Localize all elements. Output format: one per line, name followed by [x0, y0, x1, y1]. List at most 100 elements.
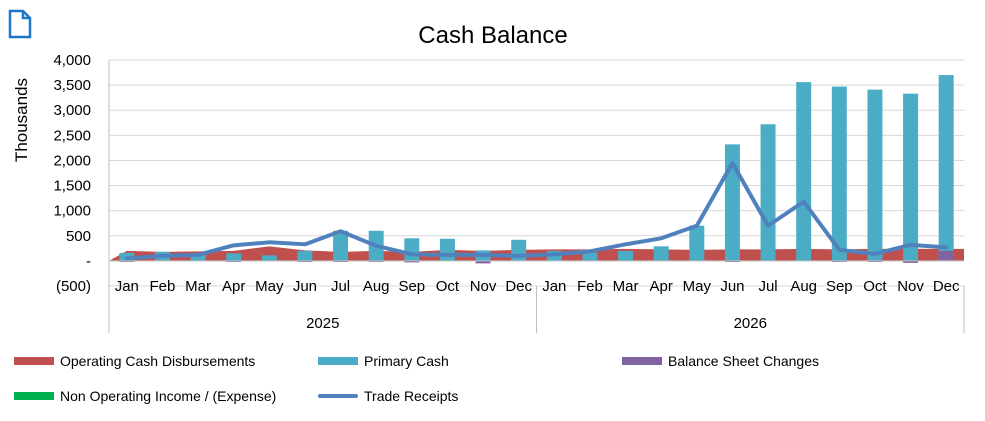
point-trade-receipts: [482, 254, 484, 256]
x-tick-label: Jun: [720, 278, 744, 295]
point-trade-receipts: [375, 245, 377, 247]
point-trade-receipts: [696, 225, 698, 227]
bar-primary-cash: [261, 255, 277, 261]
point-trade-receipts: [518, 255, 520, 257]
x-tick-label: Feb: [577, 278, 603, 295]
bar-balance-sheet-changes: [938, 250, 954, 261]
bar-balance-sheet-changes: [119, 260, 135, 262]
legend-item: Primary Cash: [318, 353, 449, 369]
point-trade-receipts: [411, 253, 413, 255]
legend-label: Primary Cash: [364, 353, 449, 369]
point-trade-receipts: [197, 254, 199, 256]
bar-primary-cash: [439, 238, 455, 261]
x-tick-label: Nov: [470, 278, 497, 295]
bar-balance-sheet-changes: [867, 260, 883, 262]
bar-balance-sheet-changes: [475, 260, 491, 264]
point-trade-receipts: [767, 225, 769, 227]
y-tick-label: -: [86, 253, 91, 270]
y-tick-label: 3,000: [53, 102, 91, 119]
x-tick-label: Nov: [897, 278, 924, 295]
point-trade-receipts: [625, 243, 627, 245]
y-tick-label: 4,000: [53, 52, 91, 69]
year-label: 2025: [306, 315, 339, 332]
y-tick-label: (500): [56, 278, 91, 295]
bar-primary-cash: [796, 82, 812, 261]
year-label: 2026: [734, 315, 767, 332]
point-trade-receipts: [268, 241, 270, 243]
legend-item: Non Operating Income / (Expense): [14, 388, 276, 404]
legend-item: Operating Cash Disbursements: [14, 353, 255, 369]
y-tick-label: 500: [66, 228, 91, 245]
bar-balance-sheet-changes: [903, 260, 919, 263]
x-tick-label: Jan: [542, 278, 566, 295]
x-tick-label: May: [255, 278, 284, 295]
x-tick-label: Aug: [790, 278, 817, 295]
x-tick-label: Jul: [758, 278, 777, 295]
bar-primary-cash: [618, 250, 634, 261]
bar-primary-cash: [903, 93, 919, 261]
legend-swatch: [14, 357, 54, 365]
bar-primary-cash: [689, 225, 705, 261]
legend-label: Operating Cash Disbursements: [60, 353, 256, 369]
bar-primary-cash: [831, 86, 847, 261]
y-axis-label: Thousands: [12, 78, 31, 162]
x-tick-label: Mar: [613, 278, 639, 295]
x-tick-label: Jul: [331, 278, 350, 295]
bar-balance-sheet-changes: [831, 260, 847, 262]
point-trade-receipts: [126, 257, 128, 259]
legend-swatch: [318, 357, 358, 365]
point-trade-receipts: [589, 250, 591, 252]
point-trade-receipts: [660, 237, 662, 239]
point-trade-receipts: [838, 249, 840, 251]
legend-swatch: [14, 392, 54, 400]
bar-primary-cash: [404, 238, 420, 261]
point-trade-receipts: [233, 244, 235, 246]
bar-primary-cash: [582, 252, 598, 261]
point-trade-receipts: [874, 253, 876, 255]
point-trade-receipts: [553, 253, 555, 255]
x-tick-label: Sep: [826, 278, 853, 295]
bar-balance-sheet-changes: [297, 260, 313, 262]
legend-label: Trade Receipts: [364, 388, 459, 404]
point-trade-receipts: [945, 246, 947, 248]
x-tick-label: Oct: [436, 278, 460, 295]
bar-primary-cash: [760, 124, 776, 261]
x-tick-label: Sep: [398, 278, 425, 295]
legend-swatch: [622, 357, 662, 365]
legend-swatch: [318, 394, 358, 398]
y-tick-label: 2,000: [53, 152, 91, 169]
bar-primary-cash: [333, 230, 349, 261]
x-tick-label: Feb: [150, 278, 176, 295]
point-trade-receipts: [446, 254, 448, 256]
y-tick-label: 1,000: [53, 203, 91, 220]
bar-balance-sheet-changes: [333, 260, 349, 262]
y-tick-label: 1,500: [53, 178, 91, 195]
x-tick-label: Jun: [293, 278, 317, 295]
document-icon[interactable]: [8, 9, 32, 39]
legend-item: Balance Sheet Changes: [622, 353, 819, 369]
x-tick-label: Jan: [115, 278, 139, 295]
legend-item: Trade Receipts: [318, 388, 458, 404]
bar-primary-cash: [297, 250, 313, 261]
y-tick-label: 3,500: [53, 77, 91, 94]
bar-balance-sheet-changes: [368, 260, 384, 262]
chart-title: Cash Balance: [418, 22, 567, 49]
x-tick-label: Aug: [363, 278, 390, 295]
x-tick-label: Oct: [863, 278, 887, 295]
x-tick-label: Mar: [185, 278, 211, 295]
point-trade-receipts: [731, 162, 733, 164]
x-tick-label: Dec: [933, 278, 960, 295]
x-tick-label: Apr: [650, 278, 673, 295]
legend-label: Non Operating Income / (Expense): [60, 388, 277, 404]
legend-label: Balance Sheet Changes: [668, 353, 819, 369]
x-tick-label: May: [683, 278, 712, 295]
bar-primary-cash: [190, 253, 206, 261]
bar-primary-cash: [938, 75, 954, 261]
point-trade-receipts: [340, 230, 342, 232]
line-trade-receipts: [124, 160, 949, 261]
bar-primary-cash: [867, 89, 883, 261]
point-trade-receipts: [304, 243, 306, 245]
point-trade-receipts: [803, 201, 805, 203]
bar-balance-sheet-changes: [404, 260, 420, 263]
